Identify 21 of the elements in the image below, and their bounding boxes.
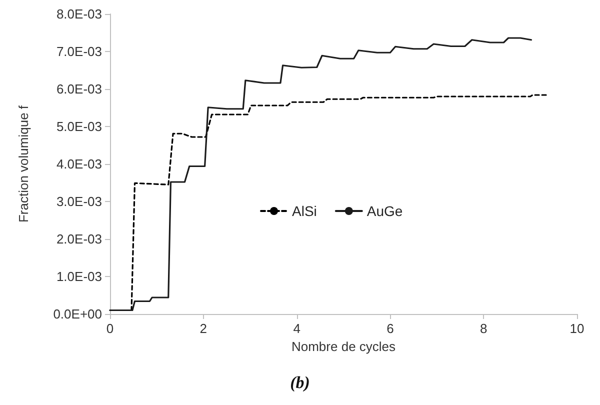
x-tick-label: 6 <box>386 321 394 336</box>
y-tick-label: 4.0E-03 <box>56 156 102 172</box>
line-series <box>109 37 532 312</box>
x-tick-label: 0 <box>106 321 114 336</box>
y-tick-label: 6.0E-03 <box>56 82 102 96</box>
x-axis-title: Nombre de cycles <box>291 339 396 354</box>
x-tick-label: 10 <box>570 321 584 336</box>
y-tick-label: 1.0E-03 <box>56 269 102 284</box>
legend-label: AuGe <box>366 203 403 219</box>
x-tick-label: 8 <box>480 321 488 336</box>
y-tick-label: 3.0E-03 <box>56 194 102 209</box>
y-tick-label: 8.0E-03 <box>56 6 102 22</box>
y-tick-label: 2.0E-03 <box>56 232 102 246</box>
x-tick-label: 2 <box>200 321 208 336</box>
x-tick-label: 4 <box>293 321 300 336</box>
y-tick-label: 0.0E+00 <box>53 306 102 322</box>
y-tick-label: 7.0E-03 <box>56 44 102 59</box>
text: (b) <box>290 373 310 392</box>
y-tick-label: 5.0E-03 <box>56 119 102 134</box>
legend-label: AlSi <box>292 203 317 219</box>
y-axis-title: Fraction volumique f <box>16 105 31 223</box>
